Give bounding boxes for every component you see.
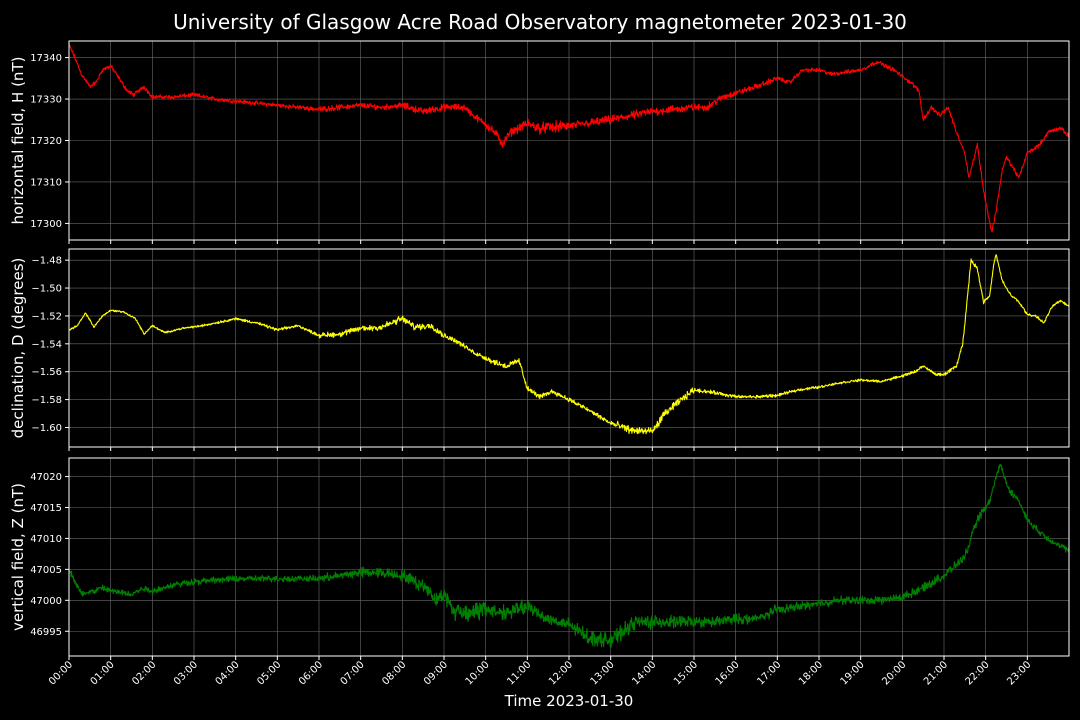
axes-frame bbox=[68, 457, 1070, 657]
y-tick-label: −1.50 bbox=[31, 284, 62, 295]
y-tick-label: 17330 bbox=[30, 95, 62, 106]
series-line-declination bbox=[68, 254, 1070, 435]
series-line-z-field bbox=[68, 464, 1070, 648]
y-tick-label: 46995 bbox=[30, 627, 62, 638]
y-tick-label: −1.48 bbox=[31, 256, 62, 267]
y-tick-label: 17300 bbox=[30, 219, 62, 230]
y-tick-label: 47020 bbox=[30, 472, 62, 483]
y-tick-label: −1.56 bbox=[31, 367, 62, 378]
y-tick-label: 47000 bbox=[30, 596, 62, 607]
y-axis-label: vertical field, Z (nT) bbox=[9, 483, 27, 631]
axes-frame bbox=[68, 40, 1070, 241]
y-axis-label: horizontal field, H (nT) bbox=[9, 57, 27, 225]
series-line-h-field bbox=[68, 43, 1070, 233]
y-tick-label: −1.54 bbox=[31, 339, 62, 350]
axes-frame bbox=[68, 248, 1070, 448]
y-tick-label: 17320 bbox=[30, 136, 62, 147]
y-tick-label: 17340 bbox=[30, 53, 62, 64]
panel-declination: −1.60 −1.58 −1.56 −1.54 −1.52 −1.50 −1.48 decli… bbox=[9, 248, 1070, 451]
x-axis-label: Time 2023-01-30 bbox=[504, 692, 634, 710]
y-tick-label: −1.52 bbox=[31, 311, 62, 322]
y-axis-label: declination, D (degrees) bbox=[9, 258, 27, 439]
y-tick-label: 17310 bbox=[30, 177, 62, 188]
y-tick-label: −1.58 bbox=[31, 395, 62, 406]
y-tick-label: −1.60 bbox=[31, 423, 62, 434]
y-tick-label: 47005 bbox=[30, 565, 62, 576]
chart-title: University of Glasgow Acre Road Observat… bbox=[173, 10, 907, 34]
y-tick-label: 47010 bbox=[30, 534, 62, 545]
y-tick-label: 47015 bbox=[30, 503, 62, 514]
